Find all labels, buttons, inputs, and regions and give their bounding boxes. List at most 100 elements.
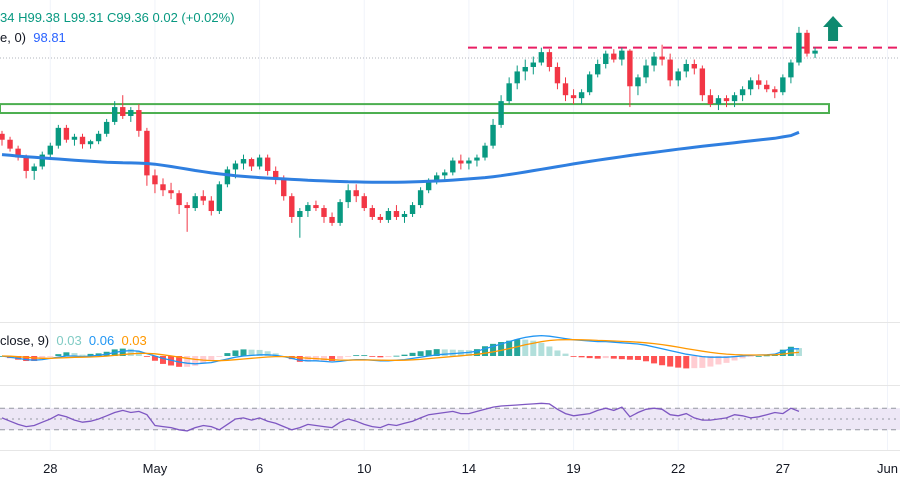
moving-average-line	[1, 130, 800, 184]
macd-histogram-bar	[425, 350, 432, 356]
candle-body	[103, 121, 110, 134]
candle-body	[248, 159, 255, 167]
candle-body	[570, 95, 577, 99]
candle-body	[369, 208, 375, 217]
ma-legend-value: 98.81	[33, 30, 66, 45]
macd-histogram-bar	[490, 343, 497, 356]
candle-body	[361, 196, 367, 209]
macd-histogram-bar	[570, 356, 577, 357]
candle-body	[595, 64, 601, 75]
macd-histogram-bar	[578, 356, 585, 358]
macd-histogram-bar	[707, 356, 714, 367]
macd-histogram-bar	[63, 352, 70, 356]
candle-body	[224, 169, 231, 185]
candle-body	[192, 196, 198, 209]
candle-body	[417, 190, 424, 206]
ma-legend: e, 0) 98.81	[0, 30, 66, 45]
macd-histogram-bar	[417, 351, 424, 356]
candle-body	[273, 170, 279, 179]
candle-body	[466, 160, 472, 164]
candle-body	[474, 157, 480, 161]
macd-histogram-bar	[345, 356, 352, 357]
candle-body	[611, 53, 617, 60]
candle-body	[377, 216, 384, 220]
macd-histogram-bar	[39, 356, 46, 359]
candle-body	[208, 200, 214, 212]
macd-legend: close, 9) 0.03 0.06 0.03	[0, 333, 147, 348]
macd-histogram-bar	[651, 356, 658, 364]
macd-histogram-bar	[296, 356, 303, 362]
macd-histogram-bar	[715, 356, 722, 365]
macd-histogram-bar	[361, 355, 368, 357]
macd-histogram-bar	[55, 354, 62, 356]
candle-body	[578, 92, 585, 99]
candle-body	[627, 50, 633, 87]
macd-histogram-bar	[337, 356, 344, 359]
candle-body	[240, 159, 247, 164]
candle-body	[15, 148, 21, 158]
candle-body	[329, 216, 335, 223]
macd-histogram-bar	[264, 351, 271, 356]
macd-histogram-bar	[208, 356, 215, 361]
candle-body	[756, 80, 762, 85]
macd-histogram-bar	[779, 349, 786, 356]
x-axis-tick-label: 19	[566, 461, 581, 476]
macd-histogram-bar	[602, 356, 609, 359]
candle-body	[176, 193, 182, 206]
candle-body	[401, 213, 408, 217]
macd-histogram-bar	[586, 356, 593, 359]
macd-histogram-bar	[731, 356, 738, 361]
time-axis-separator	[0, 450, 900, 451]
candle-body	[297, 211, 303, 217]
candle-body	[804, 32, 810, 54]
candle-body	[264, 157, 271, 171]
candle-body	[603, 53, 609, 65]
macd-histogram-bar	[240, 349, 247, 356]
candle-body	[796, 32, 802, 63]
up-arrow-icon	[823, 16, 844, 41]
candle-body	[450, 160, 456, 173]
macd-histogram-bar	[377, 356, 384, 358]
candle-body	[385, 211, 392, 220]
x-axis-tick-label: 6	[255, 461, 264, 476]
candle-body	[216, 184, 223, 212]
candle-body	[281, 178, 287, 197]
candle-body	[772, 89, 778, 93]
macd-histogram-bar	[353, 355, 360, 357]
candle-body	[707, 95, 714, 105]
macd-histogram-bar	[763, 355, 770, 357]
macd-histogram-bar	[224, 353, 231, 356]
x-axis-tick-label: 22	[670, 461, 686, 476]
candle-body	[136, 110, 142, 131]
macd-histogram-bar	[699, 356, 706, 368]
candle-body	[152, 175, 158, 185]
candle-body	[506, 83, 512, 102]
macd-histogram-bar	[465, 350, 472, 356]
macd-histogram-bar	[248, 349, 255, 356]
candle-body	[691, 64, 697, 69]
candle-body	[256, 157, 263, 167]
candle-body	[47, 145, 53, 155]
candle-body	[442, 172, 448, 176]
macd-histogram-bar	[393, 355, 400, 357]
candle-body	[120, 107, 126, 116]
macd-histogram-bar	[473, 349, 480, 356]
macd-histogram-bar	[675, 356, 682, 368]
candle-body	[530, 62, 536, 67]
macd-signal-line	[1, 339, 800, 362]
candle-body	[635, 77, 641, 87]
macd-histogram-bar	[385, 356, 392, 358]
macd-histogram-bar	[433, 349, 440, 356]
candle-body	[345, 190, 351, 203]
macd-histogram-bar	[160, 356, 166, 364]
candle-body	[321, 208, 327, 217]
macd-histogram-bar	[626, 356, 633, 360]
candle-body	[79, 136, 86, 145]
macd-histogram-bar	[546, 346, 553, 356]
candle-body	[675, 71, 681, 81]
macd-histogram-bar	[87, 353, 94, 356]
candle-body	[514, 71, 520, 84]
candle-body	[95, 133, 102, 142]
candle-body	[55, 127, 62, 146]
